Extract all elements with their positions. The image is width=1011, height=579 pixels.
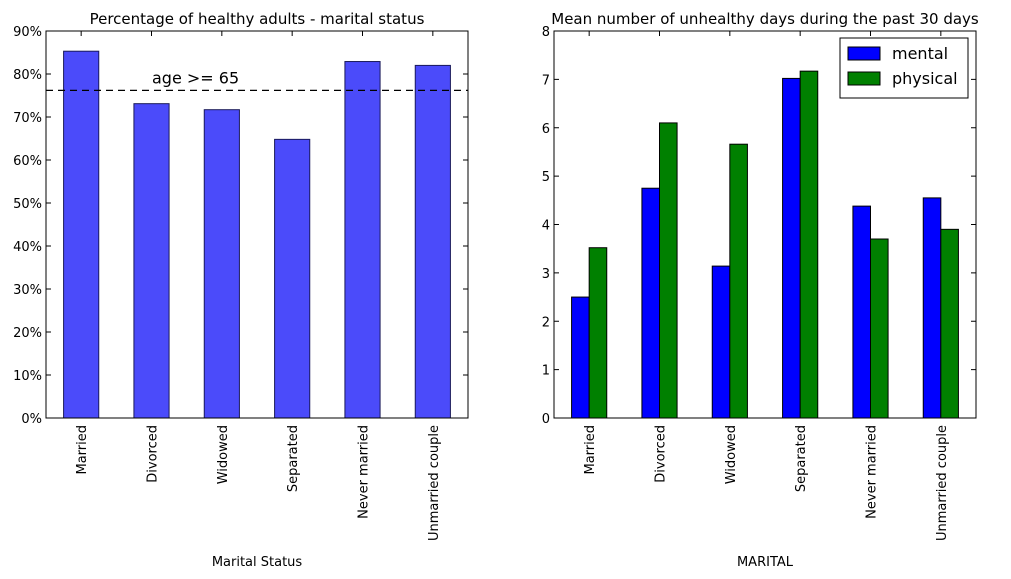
- right-y-tick-label: 1: [542, 364, 550, 379]
- healthy-adults-chart: Percentage of healthy adults - marital s…: [13, 10, 469, 570]
- right-plot-frame: [553, 30, 977, 419]
- right-x-axis-label: MARITAL: [737, 555, 794, 570]
- right-x-tick-label: Widowed: [724, 425, 739, 484]
- right-bar-physical: [870, 238, 889, 419]
- left-bar: [414, 64, 451, 419]
- right-bar-physical: [799, 70, 819, 419]
- right-x-tick-label: Divorced: [654, 425, 669, 483]
- legend-label-physical: physical: [892, 69, 958, 88]
- legend: mental physical: [839, 37, 969, 99]
- right-x-tick-label: Never married: [865, 425, 880, 519]
- right-y-tick-label: 7: [542, 73, 550, 88]
- right-x-tick-label: Married: [583, 425, 598, 475]
- legend-swatch-mental: [847, 46, 881, 61]
- left-x-tick-label: Unmarried couple: [427, 425, 442, 541]
- left-x-tick-label: Never married: [357, 425, 372, 519]
- left-x-tick-label: Separated: [286, 425, 301, 492]
- left-chart-title: Percentage of healthy adults - marital s…: [90, 10, 425, 28]
- right-chart-title: Mean number of unhealthy days during the…: [551, 10, 979, 28]
- right-bar-mental: [711, 265, 731, 419]
- reference-line-label: age >= 65: [152, 68, 239, 87]
- legend-label-mental: mental: [892, 44, 948, 63]
- left-y-tick-label: 70%: [13, 111, 42, 126]
- left-x-tick-label: Married: [75, 425, 90, 475]
- left-y-tick-label: 90%: [13, 25, 42, 40]
- right-y-tick-label: 3: [542, 267, 550, 282]
- left-bar: [63, 50, 100, 419]
- right-x-tick-label: Separated: [794, 425, 809, 492]
- right-y-tick-label: 4: [542, 219, 550, 234]
- unhealthy-days-chart: Mean number of unhealthy days during the…: [542, 10, 979, 570]
- left-y-tick-label: 30%: [13, 283, 42, 298]
- left-bar: [274, 138, 311, 419]
- left-bar: [203, 109, 240, 419]
- right-y-tick-label: 8: [542, 25, 550, 40]
- left-y-tick-label: 80%: [13, 68, 42, 83]
- right-bar-physical: [659, 122, 678, 419]
- right-bar-physical: [940, 228, 959, 419]
- right-bar-mental: [852, 205, 872, 419]
- left-y-tick-label: 60%: [13, 154, 42, 169]
- legend-swatch-physical: [847, 71, 881, 86]
- left-plot-frame: [45, 30, 469, 419]
- right-bar-mental: [782, 77, 801, 419]
- right-x-tick-label: Unmarried couple: [935, 425, 950, 541]
- right-bar-mental: [571, 296, 590, 419]
- left-y-tick-label: 0%: [21, 412, 42, 427]
- left-x-axis-label: Marital Status: [212, 555, 303, 570]
- left-x-tick-label: Widowed: [216, 425, 231, 484]
- left-y-tick-label: 50%: [13, 197, 42, 212]
- right-bar-physical: [588, 247, 608, 419]
- right-y-tick-label: 2: [542, 315, 550, 330]
- right-chart-marks: 0 1 2 3 4 5 6 7 8 Married Divorced Widowed Separated…: [542, 25, 976, 541]
- right-bar-physical: [729, 143, 748, 419]
- left-y-tick-label: 40%: [13, 240, 42, 255]
- right-y-tick-label: 0: [542, 412, 550, 427]
- left-bar: [344, 61, 381, 419]
- right-bar-mental: [922, 197, 942, 419]
- right-bar-mental: [641, 187, 661, 419]
- left-y-tick-label: 20%: [13, 326, 42, 341]
- left-chart-marks: 0% 10% 20% 30% 40% 50% 60% 70% 80% 90% Married Divo…: [13, 25, 468, 541]
- left-y-tick-label: 10%: [13, 369, 42, 384]
- left-x-tick-label: Divorced: [146, 425, 161, 483]
- right-y-tick-label: 6: [542, 122, 550, 137]
- left-bar: [133, 103, 170, 419]
- right-y-tick-label: 5: [542, 170, 550, 185]
